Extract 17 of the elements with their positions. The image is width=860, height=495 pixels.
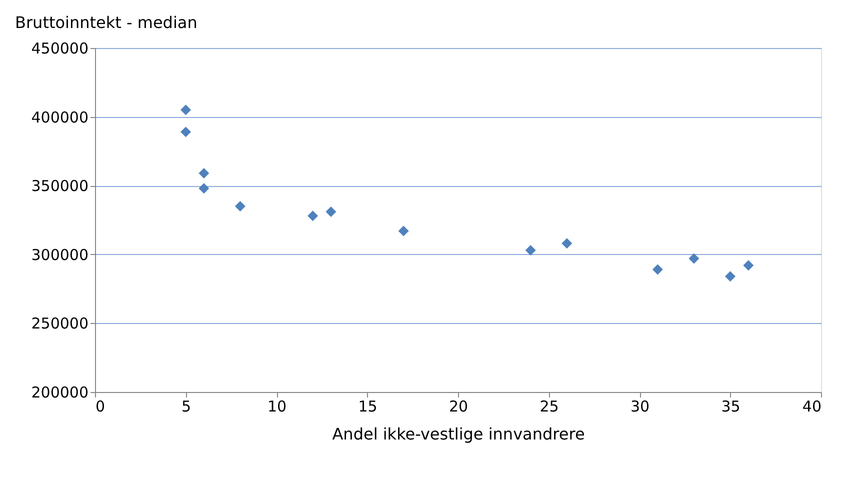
y-tick-label: 450000 xyxy=(31,40,88,58)
x-tick-label: 20 xyxy=(448,398,468,416)
x-tick-label: 40 xyxy=(802,398,822,416)
y-axis-title: Bruttoinntekt - median xyxy=(15,13,198,32)
y-tick-label: 350000 xyxy=(31,177,88,196)
y-tick-label: 400000 xyxy=(31,108,88,126)
y-tick-label: 200000 xyxy=(31,384,88,402)
x-tick-label: 35 xyxy=(721,398,740,416)
x-axis-title: Andel ikke-vestlige innvandrere xyxy=(332,424,585,444)
x-tick-label: 25 xyxy=(540,398,559,416)
x-tick-label: 10 xyxy=(267,398,287,416)
y-tick-label: 250000 xyxy=(31,314,88,333)
y-tick-label: 300000 xyxy=(31,246,88,264)
x-tick-label: 0 xyxy=(96,398,106,416)
x-tick-label: 15 xyxy=(358,398,378,416)
x-tick-label: 30 xyxy=(630,398,650,416)
x-tick-label: 5 xyxy=(181,398,192,416)
